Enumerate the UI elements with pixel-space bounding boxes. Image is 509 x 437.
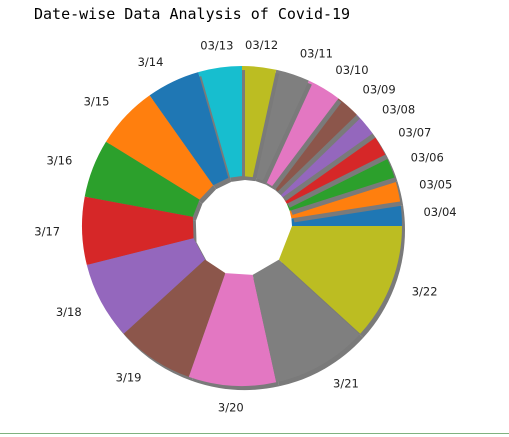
- slice-3-18: [86, 238, 206, 334]
- slice-3-22: [278, 226, 402, 334]
- slice-3-15: [105, 95, 214, 200]
- slice-label-3-21: 3/21: [333, 377, 359, 391]
- slice-label-3-18: 3/18: [56, 305, 82, 319]
- slice-03-12: [242, 66, 277, 178]
- slice-label-3-14: 3/14: [138, 55, 164, 69]
- pie-slices: [82, 66, 405, 391]
- slice-label-03-06: 03/06: [411, 151, 444, 165]
- slice-3-14: [149, 72, 229, 186]
- slice-label-03-07: 03/07: [398, 126, 431, 140]
- slice-label-3-15: 3/15: [84, 94, 110, 108]
- slice-label-03-09: 03/09: [363, 83, 396, 97]
- slice-3-19: [123, 259, 226, 377]
- slice-label-3-17: 3/17: [34, 225, 60, 239]
- slice-3-17: [82, 196, 194, 266]
- slice-label-3-20: 3/20: [218, 401, 244, 415]
- chart-title: Date-wise Data Analysis of Covid-19: [34, 5, 351, 23]
- slice-label-03-10: 03/10: [335, 63, 368, 77]
- slice-label-3-16: 3/16: [46, 153, 72, 167]
- slice-3-21: [252, 259, 361, 383]
- bottom-divider: [0, 433, 509, 434]
- slice-03-07: [282, 133, 386, 204]
- slice-label-3-19: 3/19: [116, 371, 142, 385]
- slice-label-03-11: 03/11: [300, 46, 333, 60]
- slice-label-03-08: 03/08: [382, 103, 415, 117]
- slice-03-09: [272, 98, 357, 192]
- pie-labels: 03/04 03/05 03/06 03/07 03/08 03/09 03/1003/11…: [34, 38, 456, 415]
- slice-3-16: [84, 141, 200, 217]
- slice-label-03-05: 03/05: [419, 177, 452, 191]
- slice-label-03-12: 03/12: [245, 38, 278, 52]
- slice-label-03-13: 03/13: [200, 39, 233, 53]
- slice-03-08: [277, 114, 373, 198]
- slice-03-13: [198, 66, 242, 178]
- slice-label-03-04: 03/04: [423, 205, 456, 219]
- slice-03-10: [262, 80, 339, 187]
- slice-3-20: [188, 273, 277, 387]
- slice-03-11: [252, 69, 309, 181]
- slice-label-3-22: 3/22: [412, 285, 438, 299]
